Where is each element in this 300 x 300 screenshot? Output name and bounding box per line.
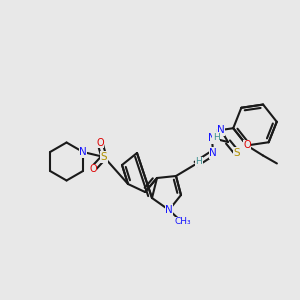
- Text: H: H: [214, 128, 221, 137]
- Text: O: O: [243, 140, 251, 151]
- Text: S: S: [234, 148, 240, 158]
- Text: N: N: [79, 147, 87, 157]
- Text: CH₃: CH₃: [175, 218, 191, 226]
- Text: N: N: [217, 125, 225, 135]
- Text: N: N: [209, 148, 217, 158]
- Text: O: O: [96, 138, 104, 148]
- Text: H: H: [213, 133, 219, 142]
- Text: N: N: [208, 133, 216, 143]
- Text: O: O: [89, 164, 97, 174]
- Text: H: H: [196, 158, 202, 166]
- Text: S: S: [101, 152, 107, 162]
- Text: N: N: [165, 205, 173, 215]
